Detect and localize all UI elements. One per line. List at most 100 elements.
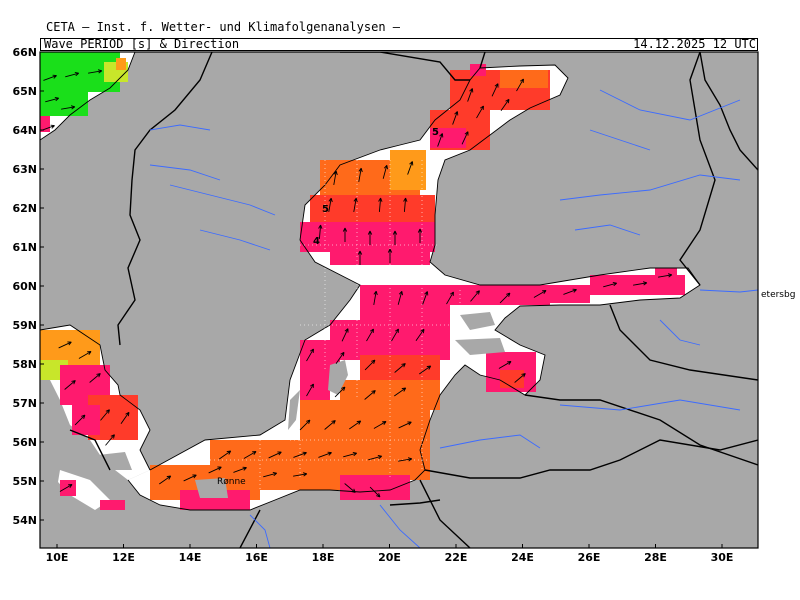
city-label: Rønne (217, 477, 246, 487)
contour-label: 5 (432, 127, 439, 138)
direction-arrow (461, 131, 469, 145)
latitude-axis: 66N 65N 64N 63N 62N 61N 60N 59N 58N 57N 56N 55N 54N (12, 46, 44, 527)
direction-arrow (342, 227, 348, 242)
direction-arrow (233, 466, 247, 473)
direction-arrow (64, 380, 76, 390)
map-frame (39, 51, 759, 549)
longitude-tick-label: 22E (445, 551, 468, 564)
direction-arrow (293, 451, 307, 458)
latitude-tick-label: 63N (12, 163, 37, 176)
direction-arrow (382, 164, 389, 179)
direction-arrow (61, 105, 76, 110)
direction-arrows (41, 69, 673, 498)
latitude-tick-label: 65N (12, 85, 37, 98)
longitude-tick-label: 16E (245, 551, 268, 564)
longitude-tick-label: 10E (46, 551, 69, 564)
direction-arrow (333, 170, 338, 185)
latitude-tick-label: 54N (12, 514, 37, 527)
coastlines (40, 52, 701, 511)
direction-arrow (100, 409, 110, 421)
direction-arrow (59, 484, 73, 492)
direction-arrow (437, 133, 444, 147)
latitude-tick-label: 62N (12, 202, 37, 215)
direction-arrow (58, 341, 72, 349)
direction-arrow (243, 451, 257, 459)
direction-arrow (417, 228, 423, 243)
longitude-tick-label: 20E (378, 551, 401, 564)
longitude-tick-label: 18E (312, 551, 335, 564)
direction-arrow (334, 386, 346, 398)
direction-arrow (398, 421, 412, 429)
direction-arrow (470, 290, 480, 302)
latitude-tick-label: 55N (12, 475, 37, 488)
direction-arrow (43, 74, 57, 81)
direction-arrow (105, 434, 115, 446)
direction-arrow (364, 359, 376, 371)
map-title: CETA — Inst. f. Wetter- und Klimafolgena… (46, 20, 401, 34)
direction-arrow (358, 167, 363, 182)
direction-arrow (415, 328, 425, 341)
longitude-tick-label: 30E (711, 551, 734, 564)
direction-arrow (422, 291, 429, 305)
direction-arrow (498, 361, 512, 369)
direction-arrow (183, 474, 197, 482)
direction-arrow (349, 420, 362, 430)
latitude-tick-label: 56N (12, 436, 37, 449)
direction-arrow (658, 273, 673, 278)
direction-arrow (318, 451, 332, 458)
direction-arrow (499, 292, 511, 304)
rivers (149, 89, 758, 548)
direction-arrow (335, 351, 345, 364)
direction-arrow (88, 69, 103, 74)
latitude-tick-label: 66N (12, 46, 37, 59)
direction-arrow (514, 373, 526, 383)
direction-arrow (293, 472, 308, 477)
direction-arrow (378, 197, 383, 213)
direction-arrow (324, 420, 336, 430)
offmap-city-label: etersbg (761, 290, 796, 300)
direction-arrow (394, 387, 407, 397)
direction-arrow (533, 290, 547, 298)
longitude-tick-label: 24E (511, 551, 534, 564)
direction-arrow (394, 363, 406, 373)
direction-arrow (368, 454, 383, 461)
direction-arrow (603, 281, 618, 288)
direction-arrow (343, 451, 358, 458)
islands (98, 312, 505, 498)
direction-arrow (89, 373, 101, 383)
longitude-tick-label: 26E (578, 551, 601, 564)
direction-arrow (387, 248, 393, 263)
direction-arrow (398, 457, 413, 462)
direction-arrow (364, 390, 376, 400)
latitude-tick-label: 61N (12, 241, 37, 254)
direction-arrow (78, 351, 92, 359)
direction-arrow (299, 419, 311, 431)
direction-arrow (391, 328, 399, 342)
direction-arrow (159, 475, 172, 485)
direction-arrow (344, 483, 356, 493)
direction-arrow (407, 161, 414, 175)
longitude-tick-label: 12E (112, 551, 135, 564)
longitude-axis: 10E 12E 14E 16E 18E 20E 22E 24E 26E 28E 30E (46, 544, 734, 564)
latitude-tick-label: 58N (12, 358, 37, 371)
direction-arrow (397, 290, 404, 305)
direction-arrow (491, 83, 499, 97)
latitude-tick-label: 64N (12, 124, 37, 137)
direction-arrow (366, 328, 374, 342)
variable-label: Wave PERIOD [s] & Direction (44, 37, 240, 51)
direction-arrow (392, 230, 398, 245)
direction-arrow (74, 414, 86, 426)
latitude-tick-label: 60N (12, 280, 37, 293)
direction-arrow (45, 96, 60, 103)
direction-arrow (446, 291, 454, 305)
direction-arrow (419, 365, 432, 375)
direction-arrow (219, 450, 232, 460)
contour-label: 5 (322, 204, 329, 215)
direction-arrow (373, 421, 387, 429)
latitude-tick-label: 57N (12, 397, 37, 410)
direction-arrow (633, 281, 648, 286)
latitude-tick-label: 59N (12, 319, 37, 332)
direction-arrow (120, 411, 130, 424)
direction-arrow (367, 230, 373, 245)
